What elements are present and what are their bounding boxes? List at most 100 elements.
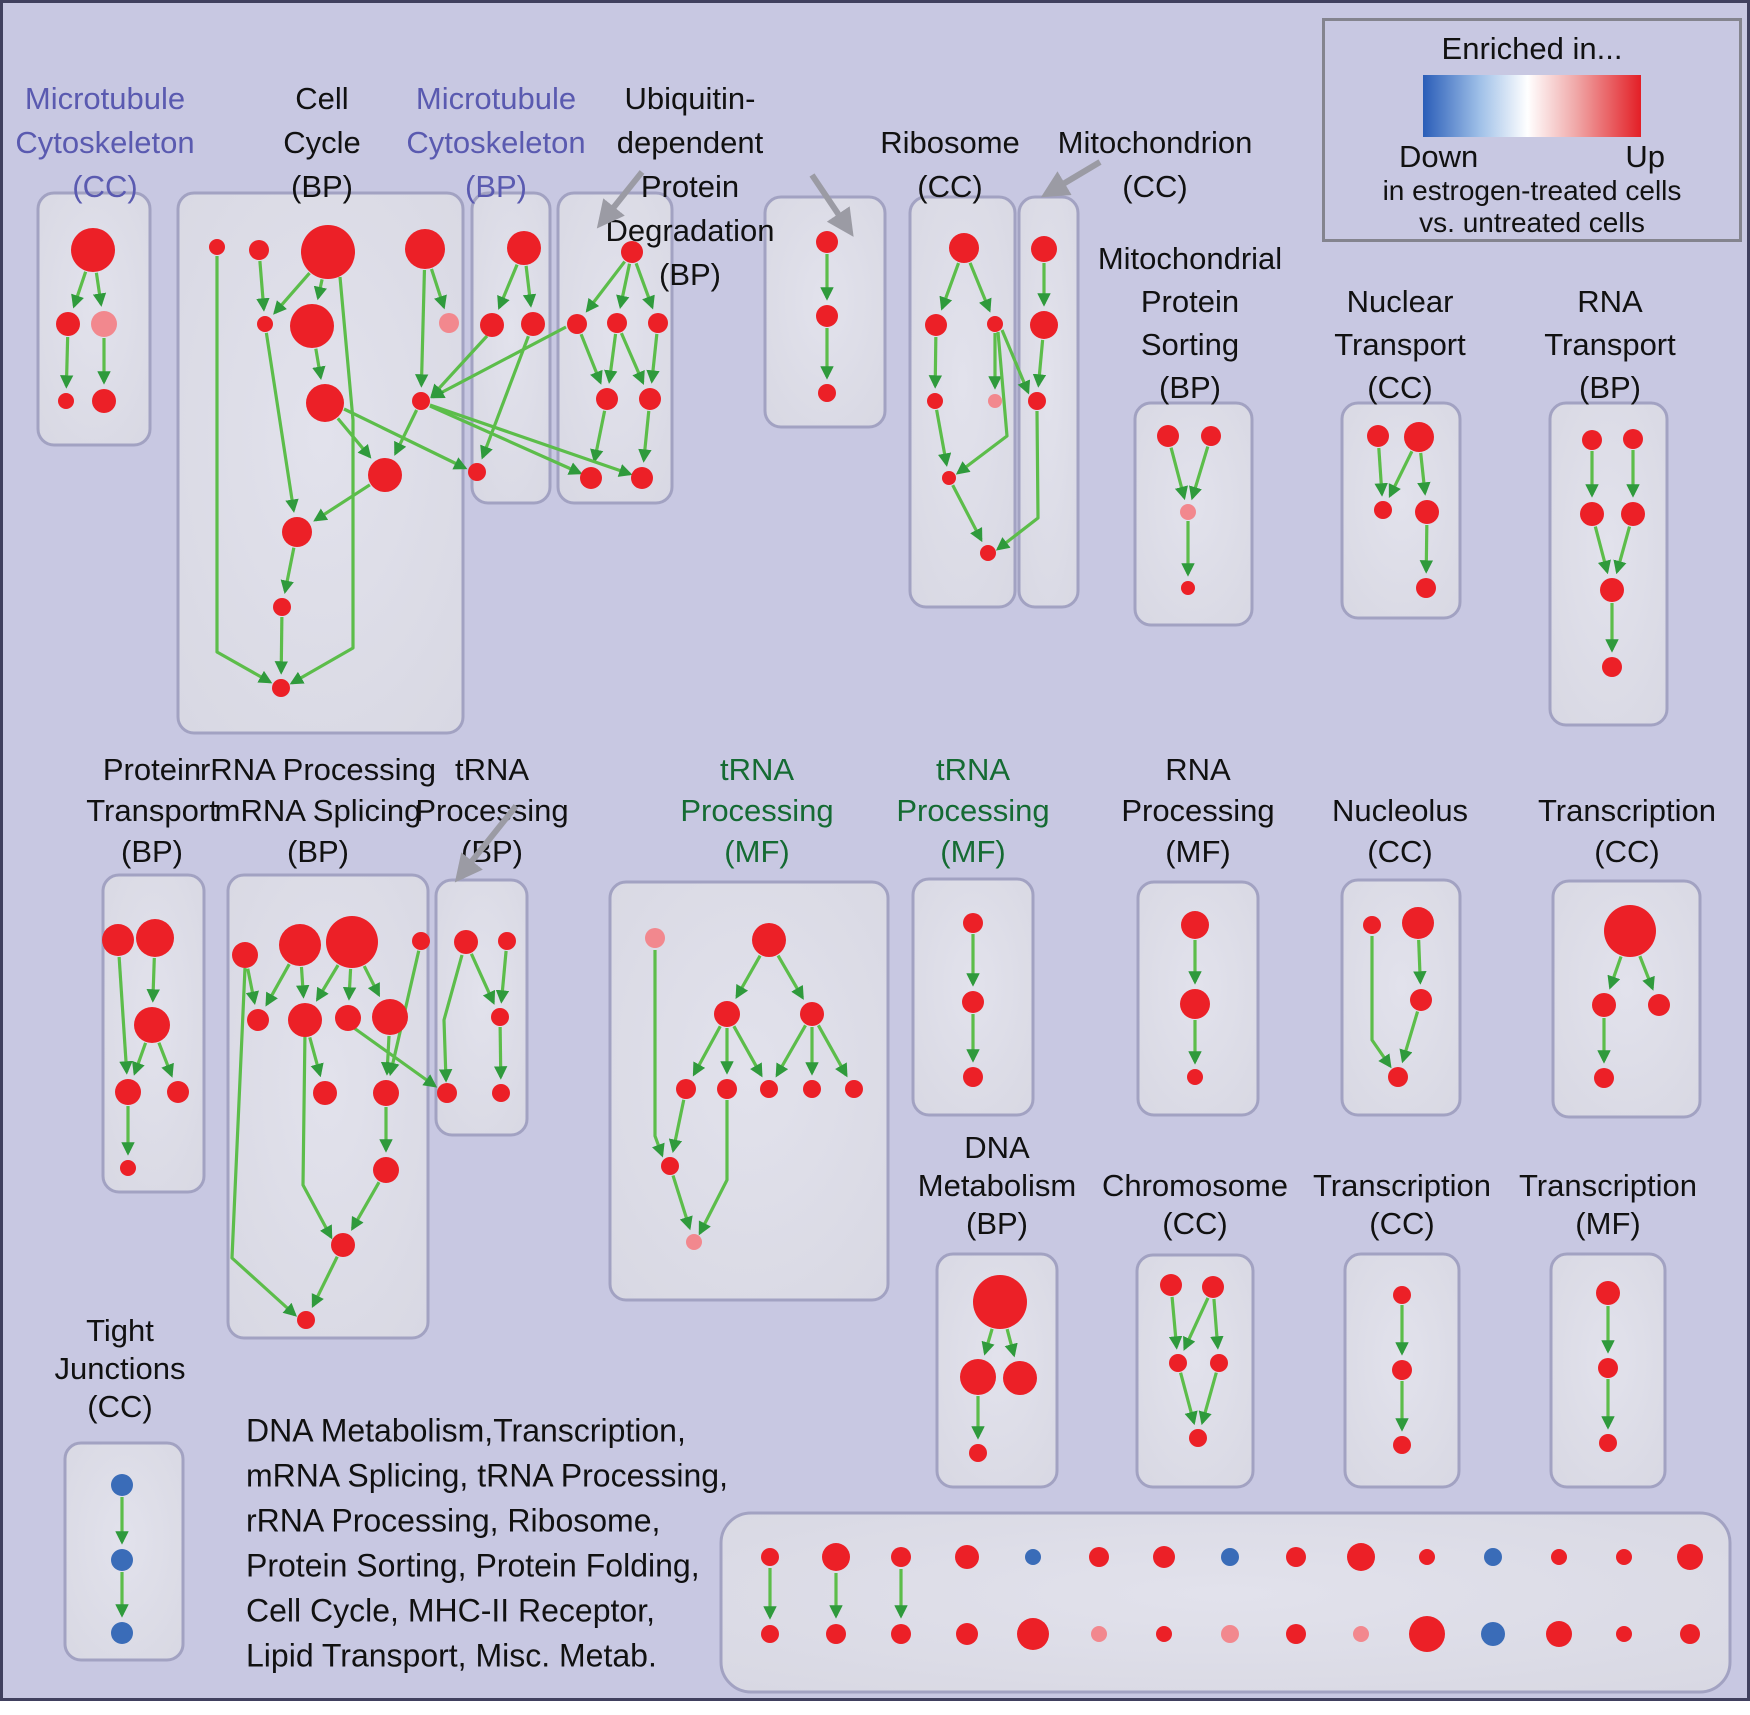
rna-transport-label-line-0: RNA	[1577, 284, 1643, 319]
trna-bp-edge-2-4	[493, 1026, 508, 1080]
strip-top-node-14	[1677, 1544, 1703, 1570]
mitochondrion-label-line-0: Mitochondrion	[1058, 125, 1253, 160]
transcription-cc-mid-edge-0-1	[1607, 955, 1623, 990]
trna-bp-pointer	[454, 804, 519, 883]
legend-title: Enriched in...	[1441, 31, 1623, 66]
mitochondrion-label-line-1: (CC)	[1122, 169, 1187, 204]
strip-bottom-node-13	[1616, 1626, 1632, 1642]
mito-sorting-label-line-2: Sorting	[1141, 327, 1239, 362]
nuclear-transport-label-line-0: Nuclear	[1347, 284, 1454, 319]
nucleolus-label-line-1: (CC)	[1367, 834, 1432, 869]
rrna-node-10	[373, 1157, 399, 1183]
protein-transport-label-line-1: Transport	[86, 793, 218, 828]
transcription-cc-mid-node-2	[1648, 994, 1670, 1016]
ubiquitin-b-node-2	[818, 384, 836, 402]
ubiquitin-a-node-7	[631, 467, 653, 489]
ribosome-edge-0-2	[968, 262, 992, 313]
protein-transport-edge-1-2	[146, 957, 160, 1003]
rrna-node-7	[372, 999, 408, 1035]
microtubule-cc-node-3	[58, 393, 74, 409]
ubiquitin-a-edge-1-4	[579, 333, 603, 385]
rrna-node-9	[373, 1080, 399, 1106]
transcription-mf-node-1	[1598, 1358, 1618, 1378]
microtubule-cc-node-0	[71, 228, 115, 272]
microtubule-cc-node-1	[56, 312, 80, 336]
trna-mf-big-edge-1-2	[735, 954, 762, 999]
legend-down-label: Down	[1399, 139, 1479, 174]
transcription-mf-label-line-1: (MF)	[1575, 1206, 1640, 1241]
strip-top-node-11	[1484, 1548, 1502, 1566]
rrna-node-8	[313, 1081, 337, 1105]
rrna-node-11	[331, 1233, 355, 1257]
rrna-edge-1-4	[265, 963, 291, 1007]
ubiquitin-a-node-6	[580, 467, 602, 489]
transcription-cc-mid-node-3	[1594, 1068, 1614, 1088]
ribosome-node-4	[988, 394, 1002, 408]
ribosome-node-1	[925, 314, 947, 336]
protein-transport-label-line-2: (BP)	[121, 834, 183, 869]
tight-junctions-node-2	[111, 1622, 133, 1644]
trna-mf-label-line-0: tRNA	[720, 752, 794, 787]
nucleolus-edge-1-2	[1413, 939, 1427, 985]
ubiq-to-cellcycle-edge	[430, 325, 567, 399]
rrna-node-0	[232, 942, 258, 968]
rna-transport-label-line-1: Transport	[1544, 327, 1676, 362]
ubiquitin-a-node-2	[607, 313, 627, 333]
cell-cycle-edge-3-6	[429, 268, 447, 310]
rna-processing-mf-label-line-2: (MF)	[1165, 834, 1230, 869]
cell-cycle-node-8	[412, 392, 430, 410]
cell-cycle-edge-1-4	[256, 260, 270, 312]
protein-transport-edge-2-4	[157, 1042, 174, 1078]
strip-top-node-8	[1286, 1547, 1306, 1567]
protein-transport-label-line-0: Protein	[103, 752, 201, 787]
rrna-to-trnabp-edge	[353, 1026, 438, 1088]
ribosome-label-line-1: (CC)	[917, 169, 982, 204]
mito-sorting-label-line-0: Mitochondrial	[1098, 241, 1282, 276]
rna-processing-mf-node-1	[1180, 989, 1210, 1019]
rrna-long-2-edge	[301, 1030, 333, 1240]
cell-cycle-node-9	[368, 458, 402, 492]
microtubule-bp-node-3	[468, 463, 486, 481]
rrna-node-2	[326, 916, 378, 968]
rrna-node-4	[247, 1009, 269, 1031]
dna-metabolism-node-1	[960, 1359, 996, 1395]
nuclear-transport-node-4	[1416, 578, 1436, 598]
mitochondrion-edge-1-2	[1032, 339, 1047, 388]
cell-cycle-node-3	[405, 229, 445, 269]
microtubule-cc-edge-0-1	[71, 271, 88, 309]
trna-mf-big-node-9	[661, 1157, 679, 1175]
strip-bottom-node-4	[1017, 1618, 1049, 1650]
nucleolus-node-3	[1388, 1067, 1408, 1087]
dna-metabolism-edge-0-1	[981, 1328, 995, 1356]
misc-text-line-5: Lipid Transport, Misc. Metab.	[246, 1637, 657, 1673]
ubiquitin-label-line-0: Ubiquitin-	[625, 81, 756, 116]
rrna-node-1	[279, 924, 321, 966]
strip-bottom-node-14	[1680, 1624, 1700, 1644]
strip-bottom-node-2	[891, 1624, 911, 1644]
ubiquitin-pointer-right	[809, 173, 854, 237]
trna-mf-big-node-5	[717, 1079, 737, 1099]
ubiquitin-a-node-5	[639, 388, 661, 410]
microtubule-cc-label-line-1: Cytoskeleton	[15, 125, 194, 160]
microtubule-cc-edge-0-2	[92, 272, 107, 307]
microtubule-bp-edge-2-3	[480, 335, 530, 460]
trna-mf2-label-line-2: (MF)	[940, 834, 1005, 869]
ubiquitin-b-node-1	[816, 305, 838, 327]
nuclear-transport-node-1	[1404, 422, 1434, 452]
rna-transport-node-5	[1602, 657, 1622, 677]
microtubule-cc-node-2	[91, 311, 117, 337]
protein-transport-node-0	[102, 924, 134, 956]
transcription-mf-node-2	[1599, 1434, 1617, 1452]
cell-cycle-edge-3-8	[414, 269, 429, 388]
rna-processing-mf-label-line-0: RNA	[1165, 752, 1231, 787]
rrna-edge-2-6	[342, 968, 357, 1001]
cell-cycle-node-2	[301, 225, 355, 279]
trna-mf-small-node-2	[963, 1067, 983, 1087]
trna-mf-big-node-7	[803, 1080, 821, 1098]
misc-text-line-4: Cell Cycle, MHC-II Receptor,	[246, 1592, 655, 1628]
nuclear-transport-edge-1-3	[1417, 452, 1431, 496]
trna-mf-big-edge-1-3	[776, 954, 804, 1000]
ribosome-node-3	[927, 393, 943, 409]
rna-processing-mf-label-line-1: Processing	[1121, 793, 1274, 828]
microtubule-bp-label-line-2: (BP)	[465, 169, 527, 204]
